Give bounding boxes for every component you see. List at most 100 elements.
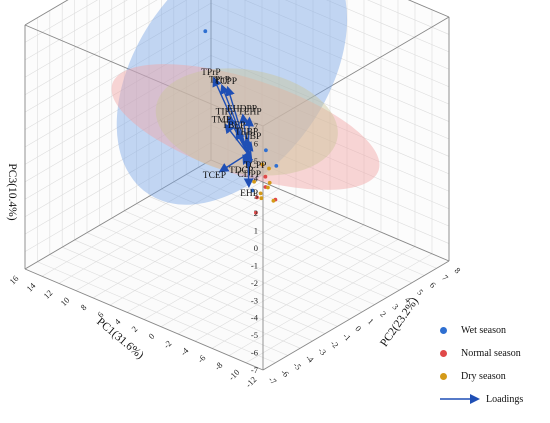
grid-line bbox=[161, 188, 400, 291]
z-tick-label: -4 bbox=[251, 313, 259, 323]
tick-labels: -12-10-8-6-4-20246810121416-7-6-5-4-3-2-… bbox=[7, 121, 462, 389]
z-tick-label: 2 bbox=[254, 208, 258, 218]
loading-label: TCEP bbox=[203, 171, 226, 181]
z-tick-label: -3 bbox=[251, 295, 258, 305]
grid-line bbox=[24, 0, 158, 78]
grid-line bbox=[24, 142, 212, 252]
x-tick-label: 6 bbox=[95, 309, 105, 319]
grid-line bbox=[160, 217, 348, 327]
z-tick-label: 3 bbox=[254, 191, 258, 201]
box-edge bbox=[262, 16, 450, 127]
point-normal-season bbox=[255, 195, 259, 200]
z-tick-label: 7 bbox=[254, 121, 258, 131]
y-tick-label: -2 bbox=[329, 338, 341, 350]
box-edge bbox=[210, 159, 450, 262]
grid-line bbox=[143, 210, 331, 320]
grid-line bbox=[243, 0, 450, 87]
loading-label: CDPP bbox=[237, 170, 261, 180]
grid-line bbox=[211, 239, 399, 349]
grid-line bbox=[58, 174, 246, 284]
grid-line bbox=[284, 0, 450, 70]
score-points bbox=[203, 29, 279, 215]
y-tick-label: 6 bbox=[428, 280, 438, 290]
box-edge bbox=[407, 0, 450, 18]
x-tick-label: 14 bbox=[24, 280, 38, 294]
loading-label: TIPP bbox=[216, 108, 236, 118]
grid-line bbox=[24, 20, 212, 130]
x-tick-label: -8 bbox=[212, 360, 224, 372]
point-wet-season bbox=[264, 148, 268, 153]
box-edge bbox=[262, 260, 450, 371]
point-dry-season bbox=[267, 166, 271, 171]
legend-item: Dry season bbox=[440, 368, 550, 384]
legend-item: Normal season bbox=[440, 345, 550, 361]
y-tick-label: 3 bbox=[391, 302, 401, 312]
y-tick-label: 1 bbox=[366, 316, 376, 326]
z-tick-label: -7 bbox=[251, 365, 258, 375]
grid-line bbox=[194, 231, 382, 342]
grid-line bbox=[24, 0, 188, 95]
loading-label: TPrP bbox=[201, 68, 221, 78]
point-wet-season bbox=[203, 29, 208, 34]
box-edge bbox=[24, 24, 264, 127]
grid-line bbox=[109, 195, 297, 306]
grid-line bbox=[24, 0, 98, 43]
x-tick-label: 10 bbox=[58, 295, 71, 308]
grid-line bbox=[24, 124, 212, 235]
point-normal-season bbox=[254, 210, 258, 215]
x-tick-label: -10 bbox=[226, 367, 241, 382]
x-tick-label: -2 bbox=[161, 338, 173, 350]
x-tick-label: -6 bbox=[195, 353, 207, 365]
legend-label: Wet season bbox=[461, 324, 507, 336]
grid-line bbox=[210, 2, 450, 105]
point-dry-season bbox=[271, 198, 276, 203]
y-tick-label: 8 bbox=[453, 265, 463, 275]
point-dry-season bbox=[260, 162, 265, 167]
loading-label: EHDPP bbox=[227, 104, 257, 114]
grid-line bbox=[210, 55, 450, 157]
loading-label: TEHP bbox=[238, 108, 262, 118]
point-dry-season bbox=[259, 196, 264, 201]
grid-line bbox=[186, 174, 425, 276]
grid-line bbox=[24, 90, 212, 200]
loading-arrow bbox=[242, 149, 253, 161]
ellipse-normal-season bbox=[111, 64, 380, 190]
point-dry-season bbox=[258, 191, 263, 196]
grid-line bbox=[148, 196, 388, 298]
z-tick-label: 4 bbox=[254, 173, 259, 183]
loading-label: TBP bbox=[244, 132, 261, 142]
grid-line bbox=[24, 55, 212, 165]
y-tick-label: -4 bbox=[304, 353, 317, 366]
point-dry-season bbox=[267, 180, 272, 185]
loading-label: TCPP bbox=[214, 77, 237, 87]
legend: Wet season Normal season Dry season Loading… bbox=[440, 322, 550, 414]
grid-line bbox=[24, 2, 212, 113]
grid-line bbox=[99, 225, 338, 327]
x-tick-label: 2 bbox=[129, 324, 139, 334]
legend-label: Normal season bbox=[461, 347, 521, 359]
y-tick-label: 7 bbox=[440, 273, 450, 283]
axis-grid bbox=[24, 0, 450, 371]
legend-label: Dry season bbox=[461, 370, 506, 382]
box-edge bbox=[24, 268, 264, 371]
grid-line bbox=[41, 166, 229, 277]
grid-line bbox=[210, 90, 450, 192]
z-tick-label: -5 bbox=[251, 330, 258, 340]
grid-line bbox=[136, 203, 375, 305]
z-tick-label: -2 bbox=[251, 278, 258, 288]
z-tick-label: 1 bbox=[254, 226, 258, 236]
loading-label: TCPP bbox=[244, 161, 267, 171]
x-tick-label: 0 bbox=[146, 331, 156, 341]
loading-label: TMP bbox=[212, 115, 232, 125]
legend-marker bbox=[440, 326, 447, 334]
y-tick-label: 5 bbox=[415, 287, 425, 297]
grid-line bbox=[326, 0, 450, 53]
legend-marker bbox=[440, 372, 447, 380]
z-tick-label: -1 bbox=[251, 260, 258, 270]
loading-label: TPhP bbox=[209, 75, 230, 85]
grid-line bbox=[24, 0, 128, 61]
legend-item-loadings: Loadings bbox=[440, 391, 550, 407]
box-edge bbox=[24, 0, 69, 26]
z-tick-label: 6 bbox=[254, 138, 258, 148]
grid-line bbox=[228, 246, 416, 356]
